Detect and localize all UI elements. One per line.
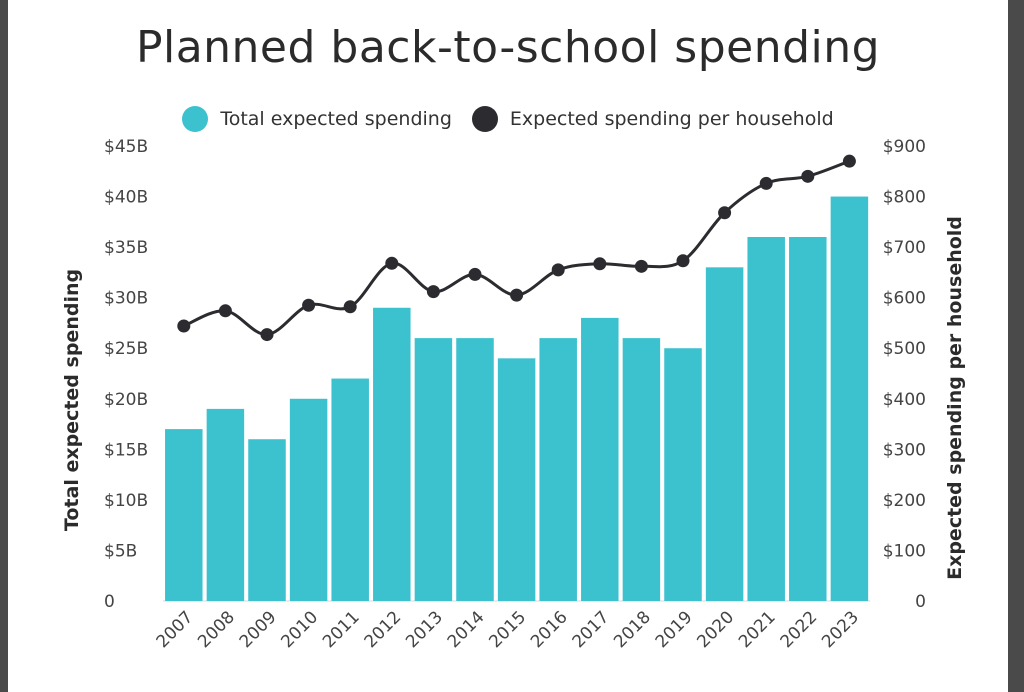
bar-2014: [456, 338, 494, 601]
point-2020: [718, 206, 732, 220]
bar-2019: [664, 348, 702, 601]
bar-2009: [248, 439, 286, 601]
point-2007: [177, 319, 191, 333]
left-tick-label: $5B: [104, 541, 137, 561]
point-2014: [468, 267, 482, 281]
left-axis-title: Total expected spending: [61, 269, 83, 531]
legend-swatch-household: [471, 106, 498, 132]
right-tick-label: $300: [883, 440, 926, 460]
left-tick-label: $20B: [104, 390, 148, 410]
x-tick-label-2022: 2022: [777, 607, 822, 652]
right-tick-label: 0: [915, 592, 926, 612]
legend-swatch-total: [182, 106, 209, 132]
bar-2013: [414, 338, 453, 601]
point-2009: [260, 328, 274, 342]
left-tick-label: $35B: [104, 238, 148, 258]
chart-svg: 0 $5B $10B $15B $20B $25B $30B $35B $40B $45B 0 $10…: [61, 137, 966, 652]
x-tick-label-2010: 2010: [277, 607, 322, 652]
legend-item-household: Expected spending per household: [471, 106, 834, 132]
x-tick-label-2018: 2018: [610, 607, 655, 652]
x-tick-label-2008: 2008: [194, 607, 239, 652]
point-2015: [510, 288, 524, 302]
legend-label-household: Expected spending per household: [509, 108, 834, 130]
chart-page: Planned back-to-school spending Total ex…: [8, 0, 1008, 692]
bar-2012: [373, 307, 411, 601]
bar-2015: [497, 358, 536, 601]
x-tick-label-2021: 2021: [735, 607, 780, 652]
x-tick-label-2020: 2020: [693, 607, 738, 652]
x-tick-label-2013: 2013: [402, 607, 447, 652]
left-tick-label: $25B: [104, 339, 148, 359]
chart-title: Planned back-to-school spending: [135, 22, 881, 73]
left-tick-label: $30B: [104, 289, 148, 309]
legend-item-total: Total expected spending: [182, 106, 452, 132]
bar-2018: [622, 338, 661, 601]
x-tick-label-2014: 2014: [444, 607, 489, 652]
legend-label-total: Total expected spending: [220, 108, 452, 130]
point-2016: [551, 263, 565, 277]
right-tick-label: $700: [883, 238, 926, 258]
point-2021: [759, 176, 773, 190]
left-tick-label: $15B: [104, 440, 148, 460]
point-2018: [634, 259, 648, 273]
legend: Total expected spending Expected spendin…: [8, 106, 1008, 132]
x-tick-label-2011: 2011: [319, 607, 364, 652]
bar-2023: [830, 196, 869, 602]
bar-2022: [789, 237, 827, 601]
right-tick-label: $900: [883, 137, 926, 157]
x-tick-label-2023: 2023: [818, 607, 863, 652]
left-tick-label: $45B: [104, 137, 148, 157]
right-tick-label: $100: [883, 541, 926, 561]
point-2011: [343, 300, 357, 314]
left-tick-label: $10B: [104, 491, 148, 511]
point-2019: [676, 254, 690, 268]
point-2008: [218, 304, 232, 318]
right-tick-label: $400: [883, 390, 926, 410]
left-tick-label: $40B: [104, 188, 148, 208]
right-axis-title: Expected spending per household: [944, 216, 966, 580]
x-tick-label-2019: 2019: [652, 607, 697, 652]
bar-2011: [331, 378, 369, 601]
bar-2007: [165, 429, 203, 601]
right-tick-label: $500: [883, 339, 926, 359]
left-tick-label: 0: [104, 592, 115, 612]
point-2022: [801, 169, 815, 183]
bar-2010: [289, 398, 328, 601]
x-tick-label-2017: 2017: [569, 607, 614, 652]
point-2013: [426, 285, 440, 299]
bar-2017: [581, 317, 619, 601]
right-tick-label: $200: [883, 491, 926, 511]
bar-2016: [539, 338, 577, 601]
right-tick-label: $800: [883, 188, 926, 208]
point-2023: [842, 154, 856, 168]
point-2012: [385, 256, 399, 270]
point-2010: [302, 298, 316, 312]
x-tick-label-2016: 2016: [527, 607, 572, 652]
x-tick-label-2015: 2015: [485, 607, 530, 652]
bar-2008: [206, 408, 245, 601]
bar-2020: [705, 267, 744, 601]
x-tick-label-2007: 2007: [153, 607, 198, 652]
right-tick-label: $600: [883, 289, 926, 309]
point-2017: [593, 257, 607, 271]
bar-2021: [747, 237, 785, 601]
x-tick-label-2012: 2012: [361, 607, 406, 652]
x-tick-label-2009: 2009: [236, 607, 281, 652]
